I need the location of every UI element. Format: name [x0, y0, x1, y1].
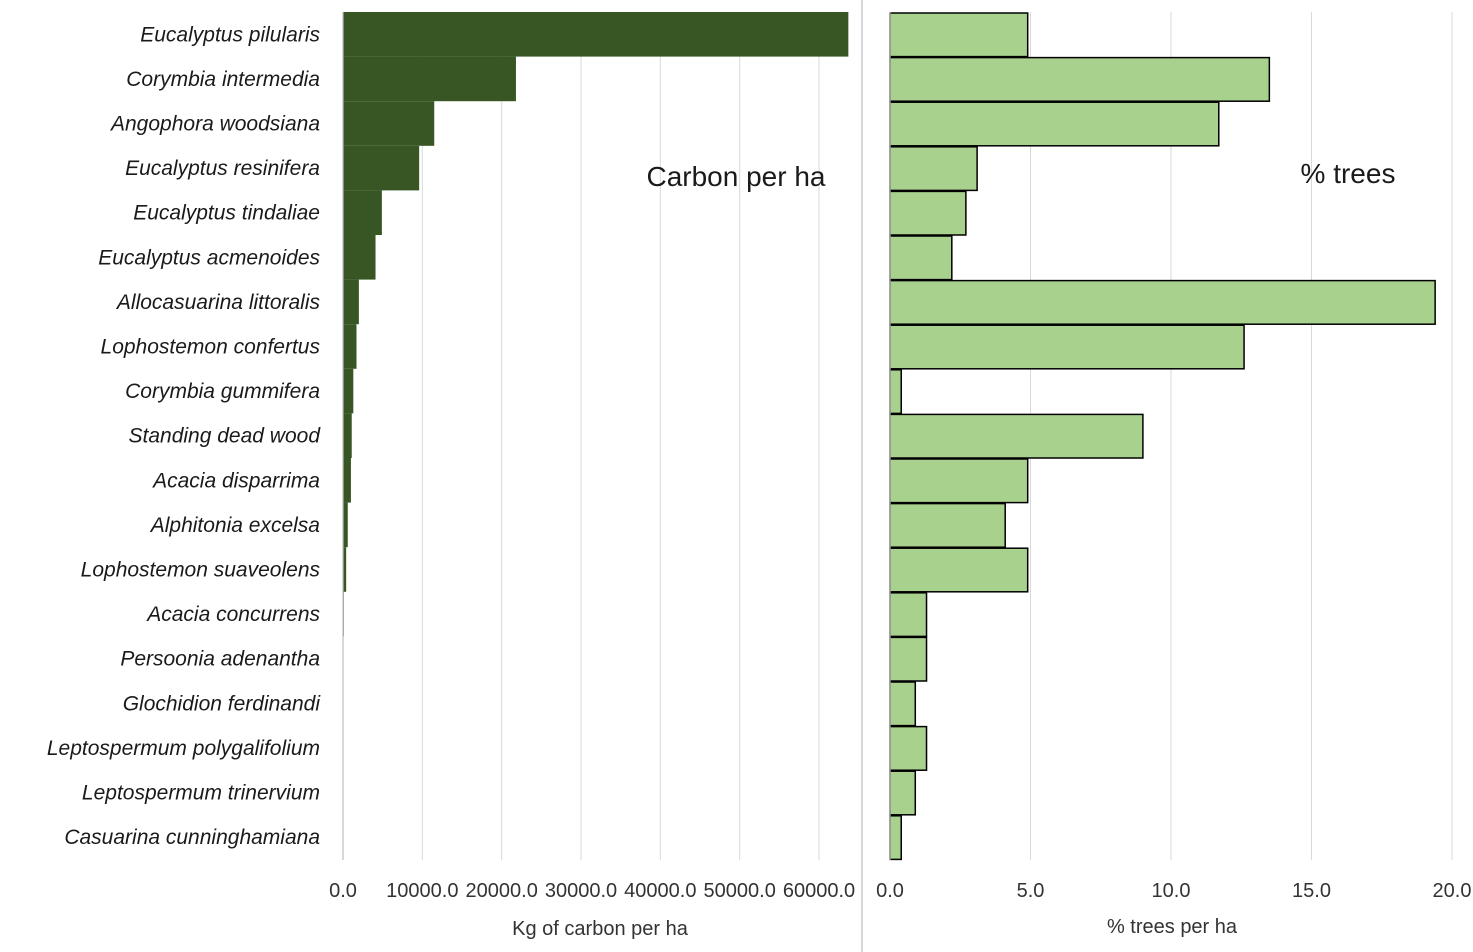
trees-x-axis-title: % trees per ha	[1107, 916, 1238, 938]
carbon-bar	[343, 502, 348, 548]
trees-tick-label: 10.0	[1152, 880, 1191, 902]
species-label: Allocasuarina littoralis	[115, 291, 321, 314]
carbon-bar	[343, 458, 351, 503]
carbon-tick-label: 10000.0	[386, 880, 458, 902]
species-label: Acacia disparrima	[151, 469, 320, 492]
carbon-bar	[343, 145, 420, 191]
carbon-bar	[343, 547, 347, 592]
species-label: Leptospermum trinervium	[82, 782, 320, 805]
species-label: Eucalyptus resinifera	[125, 157, 320, 180]
species-label: Eucalyptus acmenoides	[98, 246, 320, 269]
species-label: Corymbia intermedia	[126, 68, 320, 91]
species-label: Persoonia adenantha	[120, 648, 320, 671]
trees-tick-label: 15.0	[1292, 880, 1331, 902]
trees-bar	[889, 502, 1006, 548]
carbon-tick-label: 30000.0	[545, 880, 617, 902]
trees-bar	[889, 324, 1245, 370]
carbon-bar	[343, 56, 516, 102]
trees-tick-label: 5.0	[1017, 880, 1045, 902]
carbon-tick-label: 50000.0	[704, 880, 776, 902]
carbon-bar	[343, 279, 359, 325]
species-label: Corymbia gummifera	[125, 380, 320, 403]
carbon-chart-title: Carbon per ha	[646, 161, 825, 192]
trees-bar	[889, 56, 1271, 102]
trees-bar	[889, 413, 1144, 459]
carbon-tick-label: 0.0	[329, 880, 357, 902]
trees-bar	[889, 458, 1029, 504]
trees-bar	[889, 101, 1220, 147]
trees-bar	[889, 12, 1029, 58]
trees-bar	[889, 279, 1436, 325]
trees-bar	[889, 815, 902, 861]
species-label: Lophostemon confertus	[101, 336, 321, 359]
trees-bar	[889, 725, 928, 771]
trees-bar	[889, 190, 967, 236]
species-label: Eucalyptus pilularis	[140, 23, 320, 46]
species-labels: Eucalyptus pilularis Corymbia intermedia A…	[47, 23, 321, 849]
trees-bar	[889, 547, 1029, 593]
carbon-bar	[343, 12, 849, 57]
carbon-bars	[343, 12, 849, 860]
species-label: Acacia concurrens	[145, 603, 320, 626]
trees-chart-title: % trees	[1301, 158, 1396, 189]
carbon-bar	[343, 413, 352, 458]
trees-tick-labels: 0.0 5.0 10.0 15.0 20.0	[876, 880, 1471, 902]
carbon-x-axis-title: Kg of carbon per ha	[512, 918, 689, 940]
species-label: Angophora woodsiana	[109, 113, 320, 136]
species-label: Lophostemon suaveolens	[81, 559, 321, 582]
trees-bar	[889, 592, 928, 638]
trees-tick-label: 20.0	[1433, 880, 1472, 902]
species-label: Glochidion ferdinandi	[123, 692, 322, 715]
trees-bar	[889, 681, 917, 727]
species-label: Leptospermum polygalifolium	[47, 737, 320, 760]
carbon-bar	[343, 324, 357, 369]
species-label: Eucalyptus tindaliae	[133, 202, 320, 225]
trees-bar	[889, 636, 928, 682]
trees-bar	[889, 770, 917, 816]
carbon-gridlines	[421, 12, 820, 860]
carbon-bar	[343, 101, 435, 146]
carbon-tick-label: 60000.0	[783, 880, 855, 902]
carbon-bar	[343, 235, 376, 280]
trees-bar	[889, 369, 902, 415]
species-label: Alphitonia excelsa	[149, 514, 320, 537]
trees-bar	[889, 235, 953, 281]
species-label: Standing dead wood	[129, 425, 322, 448]
trees-bar	[889, 146, 978, 192]
carbon-bar	[343, 190, 382, 235]
carbon-tick-label: 40000.0	[624, 880, 696, 902]
carbon-bar	[343, 368, 354, 414]
carbon-tick-label: 20000.0	[466, 880, 538, 902]
trees-bars	[889, 12, 1436, 861]
trees-tick-label: 0.0	[876, 880, 904, 902]
species-label: Casuarina cunninghamiana	[64, 826, 320, 849]
carbon-tick-labels: 0.0 10000.0 20000.0 30000.0 40000.0 50000.0 60…	[329, 880, 855, 902]
